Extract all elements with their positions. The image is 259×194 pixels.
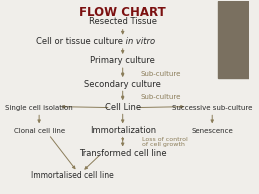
Bar xyxy=(218,1,249,78)
Text: Sub-culture: Sub-culture xyxy=(141,70,181,76)
Text: of cell growth: of cell growth xyxy=(142,142,185,147)
Text: in vitro: in vitro xyxy=(123,37,155,46)
Text: Sub-culture: Sub-culture xyxy=(141,94,181,100)
Text: Single cell isolation: Single cell isolation xyxy=(5,105,73,111)
Text: Immortalised cell line: Immortalised cell line xyxy=(31,171,114,180)
Text: Loss of control: Loss of control xyxy=(142,137,188,142)
Text: Resected Tissue: Resected Tissue xyxy=(89,17,157,26)
Text: Primary culture: Primary culture xyxy=(90,56,155,65)
Text: Senescence: Senescence xyxy=(191,128,233,134)
Text: Secondary culture: Secondary culture xyxy=(84,80,161,89)
Text: FLOW CHART: FLOW CHART xyxy=(79,5,166,18)
Text: Cell Line: Cell Line xyxy=(105,103,141,112)
Text: Immortalization: Immortalization xyxy=(90,126,156,135)
Text: Cell or tissue culture: Cell or tissue culture xyxy=(36,37,123,46)
Text: Successive sub-culture: Successive sub-culture xyxy=(172,105,253,111)
Text: Clonal cell line: Clonal cell line xyxy=(13,128,65,134)
Text: Transformed cell line: Transformed cell line xyxy=(79,149,167,158)
